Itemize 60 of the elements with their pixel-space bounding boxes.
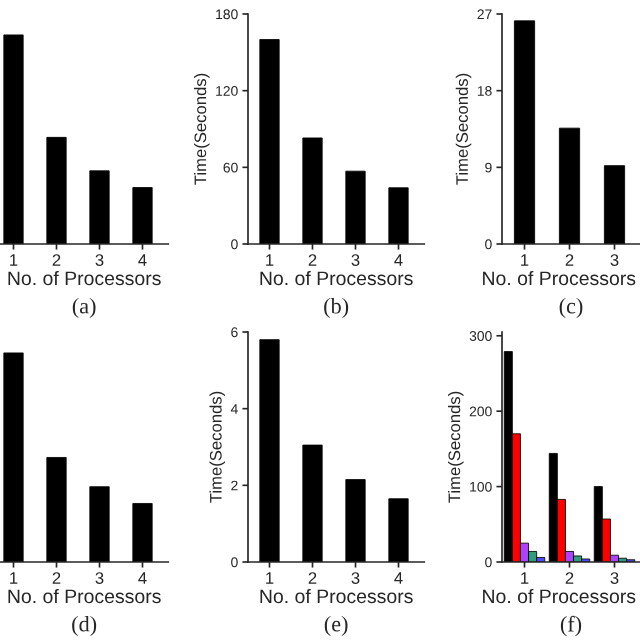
x-tick-label: 2 — [52, 572, 61, 584]
bar — [89, 486, 110, 562]
x-tick-label: 1 — [521, 572, 529, 584]
y-axis-title: Time(Seconds) — [455, 73, 472, 185]
x-tick-label: 2 — [565, 254, 574, 266]
bar — [345, 479, 366, 562]
x-axis-title: No. of Processors — [483, 270, 636, 286]
text: (e) — [324, 615, 348, 637]
x-axis-title: No. of Processors — [483, 588, 636, 604]
text: (d) — [72, 615, 97, 637]
x-tick-label: 3 — [351, 254, 360, 266]
x-tick-label: 2 — [565, 572, 574, 584]
text: (f) — [560, 615, 582, 637]
x-tick-label: 4 — [138, 572, 147, 584]
y-axis-title: Time(Seconds) — [448, 391, 464, 503]
bar — [302, 444, 323, 562]
x-tick-label: 3 — [351, 572, 360, 584]
bar — [46, 457, 67, 562]
text: (b) — [324, 297, 349, 319]
bar — [259, 39, 280, 244]
x-tick-label: 1 — [266, 572, 274, 584]
x-tick-label: 4 — [394, 572, 403, 584]
x-tick-label: 3 — [95, 572, 104, 584]
x-tick-label: 1 — [10, 254, 18, 266]
bar — [3, 34, 24, 244]
bar — [388, 498, 409, 562]
x-axis-title: No. of Processors — [8, 588, 161, 604]
x-tick-label: 1 — [10, 572, 18, 584]
y-axis-title: Time(Seconds) — [209, 391, 225, 503]
bar — [513, 20, 536, 244]
bar — [548, 452, 558, 562]
x-tick-label: 3 — [95, 254, 104, 266]
x-tick-label: 4 — [394, 254, 403, 266]
y-axis-title: Time(Seconds) — [194, 73, 210, 185]
text: (a) — [72, 297, 96, 319]
x-tick-label: 2 — [308, 572, 317, 584]
x-tick-label: 1 — [521, 254, 529, 266]
x-axis-title: No. of Processors — [260, 588, 413, 604]
bar — [593, 486, 603, 562]
x-axis-title: No. of Processors — [8, 270, 161, 286]
text: (c) — [559, 297, 583, 319]
x-tick-label: 4 — [138, 254, 147, 266]
bar — [46, 136, 67, 244]
x-tick-label: 3 — [610, 254, 619, 266]
bar — [603, 165, 626, 244]
bar — [388, 187, 409, 244]
bar — [132, 187, 153, 244]
bar — [503, 351, 513, 562]
bar — [558, 127, 581, 244]
bar — [345, 170, 366, 244]
bar — [3, 352, 24, 562]
bar — [89, 170, 110, 244]
bar — [259, 339, 280, 562]
x-tick-label: 2 — [52, 254, 61, 266]
x-tick-label: 1 — [266, 254, 274, 266]
bar — [132, 503, 153, 562]
x-tick-label: 2 — [308, 254, 317, 266]
bar — [302, 137, 323, 244]
x-axis-title: No. of Processors — [260, 270, 413, 286]
x-tick-label: 3 — [610, 572, 619, 584]
